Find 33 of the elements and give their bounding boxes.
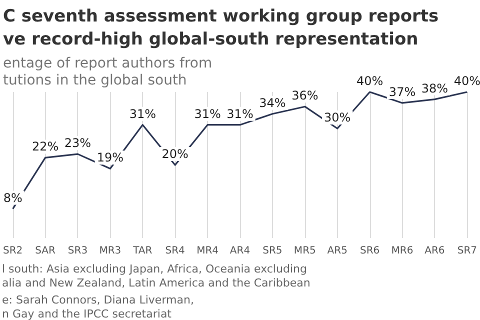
data-label: 31% [129,106,156,121]
x-tick-label: SR3 [68,246,88,256]
x-tick-label: AR5 [327,246,348,256]
x-tick-label: MR6 [391,246,414,256]
x-tick-label: SR4 [165,246,185,256]
text: e: Sarah Connors, Diana Liverman, n Gay and the IPCC secretariat [2,294,194,320]
x-tick-label: AR6 [424,246,445,256]
x-tick-label: MR3 [99,246,122,256]
x-tick-label: SAR [35,246,56,256]
data-label: 19% [96,150,124,165]
data-label: 40% [356,74,384,88]
data-label: 37% [388,84,416,99]
chart-subtitle: entage of report authors from tutions in the global south [3,56,212,88]
x-tick-label: SR5 [262,246,282,256]
data-label: 30% [324,110,351,124]
data-label: 8% [3,190,22,205]
data-label: 31% [226,106,254,121]
data-label: 36% [292,88,318,103]
data-label: 40% [454,74,480,88]
chart-title: C seventh assessment working group reports ve record-high global-south representation [3,6,439,50]
data-label: 20% [162,147,188,161]
data-label: 38% [421,81,448,96]
x-tick-label: SR7 [457,246,478,256]
data-label: 22% [32,140,59,154]
x-tick-label: MR5 [294,246,316,256]
x-tick-label: TAR [132,246,152,256]
data-label: 23% [64,136,92,150]
data-label: 34% [259,96,286,110]
x-tick-label: MR4 [196,246,219,256]
data-label: 31% [194,106,221,121]
x-tick-label: SR2 [2,246,23,256]
x-tick-label: SR6 [360,246,380,256]
x-tick-label: AR4 [230,246,250,256]
